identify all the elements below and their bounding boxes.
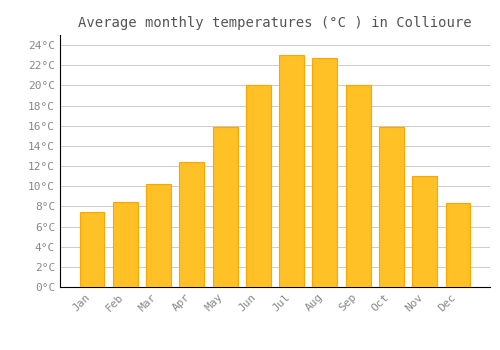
Title: Average monthly temperatures (°C ) in Collioure: Average monthly temperatures (°C ) in Co… bbox=[78, 16, 472, 30]
Bar bbox=[412, 176, 437, 287]
Bar bbox=[279, 55, 304, 287]
Bar bbox=[80, 212, 104, 287]
Bar bbox=[180, 162, 204, 287]
Bar bbox=[246, 85, 271, 287]
Bar bbox=[379, 127, 404, 287]
Bar bbox=[146, 184, 171, 287]
Bar bbox=[212, 127, 238, 287]
Bar bbox=[446, 203, 470, 287]
Bar bbox=[312, 58, 338, 287]
Bar bbox=[346, 85, 370, 287]
Bar bbox=[113, 202, 138, 287]
